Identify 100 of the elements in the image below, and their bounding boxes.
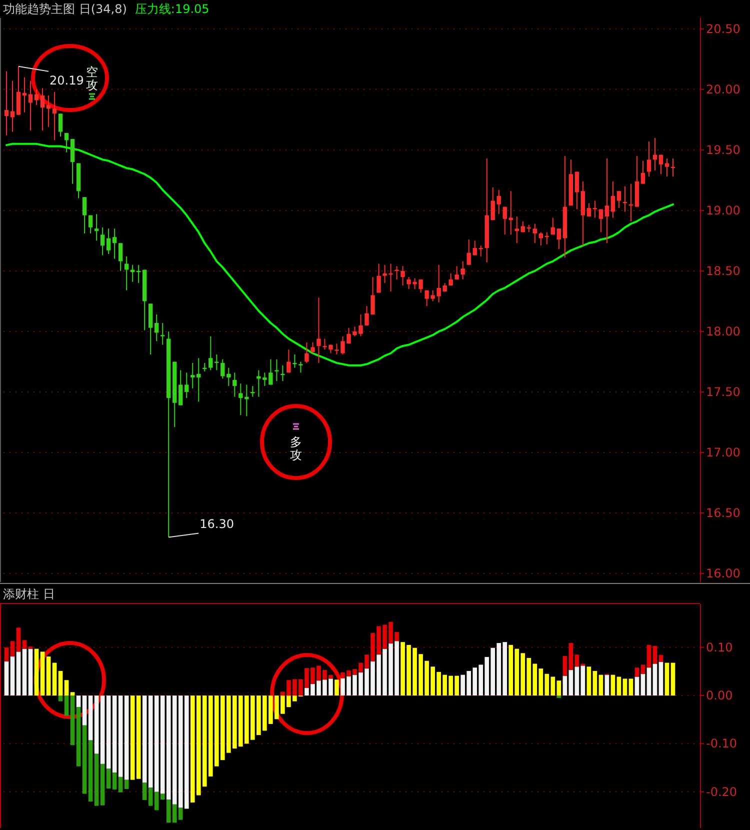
bar: [94, 754, 99, 806]
bar: [574, 654, 580, 667]
candlestick: [124, 256, 129, 291]
candlestick: [292, 354, 297, 368]
bar: [64, 680, 69, 696]
candlestick: [664, 158, 670, 178]
candlestick: [16, 66, 21, 116]
y-tick-label: 0.00: [706, 688, 733, 703]
bar: [22, 648, 27, 696]
candlestick: [502, 206, 507, 236]
bar: [592, 670, 598, 696]
candlestick: [508, 190, 513, 236]
bar: [82, 696, 87, 726]
candlestick: [538, 232, 543, 246]
bar: [658, 662, 664, 696]
bar: [16, 652, 21, 696]
candlestick: [310, 342, 315, 354]
candlestick: [280, 364, 285, 382]
candlestick: [454, 266, 459, 280]
bar: [16, 628, 21, 652]
candlestick: [250, 385, 255, 398]
candlestick: [298, 361, 303, 374]
bar: [652, 664, 658, 696]
bar: [28, 648, 33, 696]
candlestick: [460, 260, 465, 280]
bar: [118, 776, 123, 792]
candlestick: [394, 266, 399, 280]
bar: [574, 666, 580, 696]
bar: [112, 696, 117, 773]
bar: [586, 666, 592, 696]
candlestick: [550, 217, 555, 236]
candlestick: [316, 297, 321, 364]
y-tick-label: 16.50: [706, 506, 740, 520]
candlestick: [610, 180, 616, 218]
bar: [88, 696, 93, 740]
candlestick: [70, 138, 75, 184]
bar: [646, 644, 652, 668]
bar: [70, 692, 75, 696]
bar: [634, 668, 640, 677]
candlestick: [154, 314, 159, 342]
bar: [10, 641, 15, 657]
candlestick: [22, 76, 27, 113]
candlestick: [34, 88, 39, 106]
bar: [580, 666, 586, 696]
candlestick: [658, 154, 664, 175]
y-tick-label: 16.00: [706, 566, 740, 581]
bar: [82, 725, 87, 794]
y-tick-label: 18.50: [706, 264, 740, 278]
bar: [28, 646, 33, 649]
candlestick: [100, 226, 105, 256]
bar: [64, 696, 69, 716]
candlestick: [604, 158, 610, 244]
bar: [124, 696, 129, 780]
candlestick: [82, 196, 87, 234]
bar: [22, 640, 27, 649]
bar: [34, 648, 39, 696]
bar: [52, 662, 57, 696]
bar: [640, 674, 646, 696]
bar: [124, 780, 129, 789]
bar: [4, 647, 9, 662]
bar: [664, 662, 670, 696]
bar: [58, 670, 63, 696]
bar: [106, 768, 111, 788]
bar: [76, 707, 81, 766]
bar: [658, 655, 664, 662]
y-tick-label: 20.00: [706, 82, 740, 96]
y-tick-label: 19.50: [706, 142, 740, 157]
candlestick: [58, 113, 63, 138]
candlestick: [574, 171, 580, 210]
y-tick-label: -0.10: [706, 736, 738, 751]
candlestick: [286, 349, 291, 374]
candlestick: [178, 370, 183, 406]
candlestick: [376, 263, 381, 294]
bar: [640, 664, 646, 674]
y-tick-label: 17.00: [706, 446, 740, 460]
y-tick-label: 17.50: [706, 384, 740, 399]
bar: [634, 676, 640, 696]
annotation: 16.30: [200, 517, 234, 532]
y-tick-label: 19.00: [706, 203, 740, 218]
candlestick: [190, 362, 195, 389]
bar: [622, 678, 628, 696]
candlestick: [130, 264, 135, 282]
candlestick: [598, 208, 604, 233]
bar: [70, 696, 75, 746]
candlestick: [64, 132, 69, 153]
candlestick: [514, 216, 519, 244]
candlestick: [106, 228, 111, 255]
candlestick: [28, 80, 33, 132]
candlestick: [88, 214, 93, 234]
candlestick: [496, 189, 501, 215]
chart-title: 功能趋势主图 日(34,8): [3, 2, 127, 16]
bar: [100, 696, 105, 764]
chart-title: 添财柱 日: [3, 587, 55, 601]
bar: [40, 652, 45, 696]
candlestick: [118, 242, 123, 272]
bar: [610, 674, 616, 696]
bar: [628, 678, 634, 696]
candlestick: [196, 358, 201, 402]
annotation: 空攻: [86, 65, 98, 92]
bar: [616, 676, 622, 696]
